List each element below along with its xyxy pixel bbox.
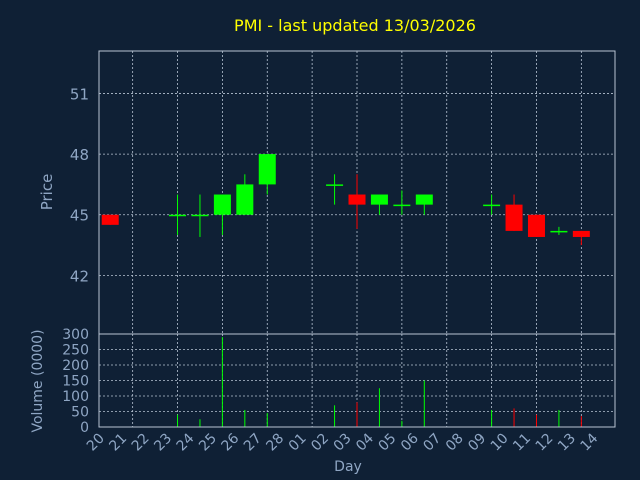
candle-body (213, 194, 231, 215)
day-tick-label: 21 (106, 431, 130, 455)
day-tick-label: 02 (308, 431, 332, 455)
day-tick-label: 23 (151, 431, 175, 455)
price-tick-label: 51 (70, 85, 89, 103)
candle-body (348, 194, 366, 205)
volume-series (177, 337, 582, 427)
volume-tick-label: 0 (80, 420, 89, 436)
day-axis-label: Day (334, 459, 362, 475)
candle-body (191, 214, 209, 217)
volume-tick-label: 250 (62, 343, 89, 359)
volume-tick-label: 150 (62, 374, 89, 390)
candle-body (572, 230, 590, 237)
volume-tick-label: 100 (62, 389, 89, 405)
candle-body (258, 154, 276, 185)
candle-body (393, 204, 411, 207)
candle-body (527, 214, 545, 237)
day-tick-label: 13 (555, 431, 579, 455)
day-tick-label: 07 (420, 431, 444, 455)
plot-frames (98, 50, 616, 428)
candle-body (101, 214, 119, 225)
day-tick-label: 03 (331, 431, 355, 455)
price-axis-label: Price (38, 174, 56, 211)
volume-tick-label: 200 (62, 358, 89, 374)
day-tick-label: 27 (241, 431, 265, 455)
candlestick-series (101, 154, 590, 246)
candle-body (326, 184, 344, 186)
candle-body (370, 194, 388, 205)
price-tick-label: 42 (70, 267, 89, 285)
candle-body (236, 184, 254, 215)
day-tick-label: 11 (510, 431, 534, 455)
candle-body (415, 194, 433, 205)
day-tick-label: 25 (196, 431, 220, 455)
day-tick-label: 05 (376, 431, 400, 455)
volume-axis-label: Volume (0000) (30, 329, 46, 432)
price-tick-label: 48 (70, 146, 89, 164)
day-tick-label: 24 (174, 430, 198, 454)
price-tick-label: 45 (70, 207, 89, 225)
day-tick-label: 22 (129, 431, 153, 455)
day-tick-label: 01 (286, 431, 310, 455)
day-tick-label: 26 (219, 430, 243, 454)
volume-tick-label: 50 (71, 405, 89, 421)
day-tick-label: 09 (465, 431, 489, 455)
volume-tick-label: 300 (62, 327, 89, 343)
day-tick-labels: 2021222324252627280102030405060708091011… (84, 430, 602, 454)
day-tick-label: 06 (398, 430, 422, 454)
day-tick-label: 04 (353, 430, 377, 454)
day-tick-label: 12 (533, 431, 557, 455)
candle-body (550, 230, 568, 233)
candle-body (483, 204, 501, 207)
chart-title: PMI - last updated 13/03/2026 (234, 16, 476, 35)
day-tick-label: 28 (263, 431, 287, 455)
volume-plot-frame (98, 333, 616, 428)
day-tick-label: 10 (488, 431, 512, 455)
candle-body (169, 214, 187, 217)
day-tick-label: 14 (577, 430, 601, 454)
day-tick-label: 08 (443, 431, 467, 455)
candle-body (505, 204, 523, 231)
price-tick-labels: 42 45 48 51 (70, 85, 89, 285)
